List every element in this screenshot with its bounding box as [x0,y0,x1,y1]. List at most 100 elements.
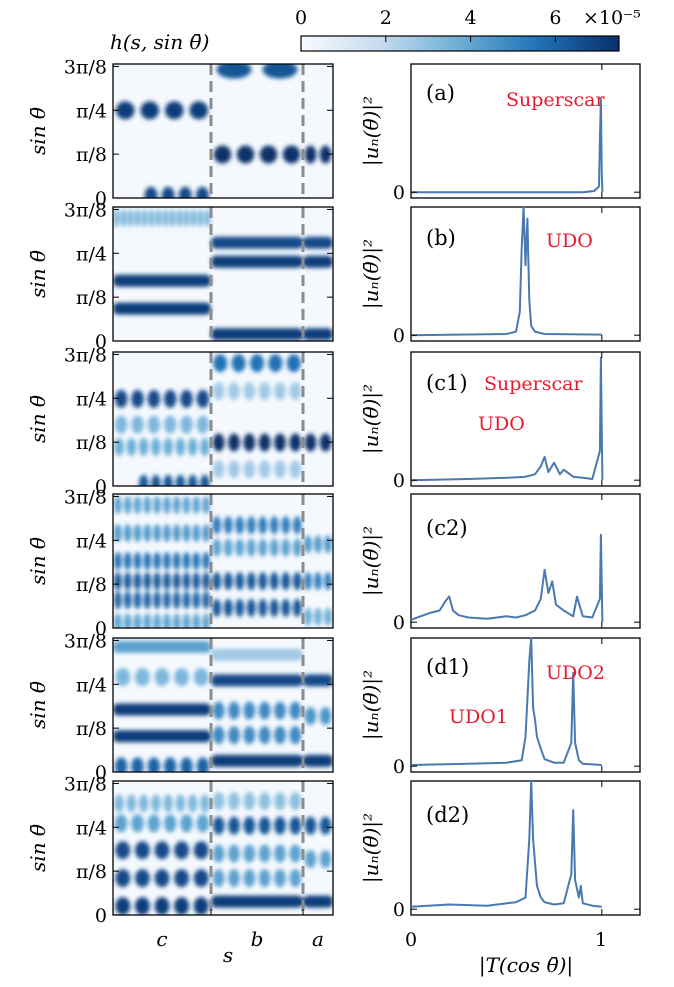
heatmap-lobe [202,572,210,591]
heatmap-band [113,730,211,743]
segment-label: b [251,927,264,951]
heatmap-ytick-label: π/4 [76,817,107,839]
heatmap-lobe [228,701,240,720]
heatmap-lobe [174,841,190,860]
heatmap-band [211,895,303,908]
heatmap-lobe [131,389,144,408]
segment-label: a [312,927,324,951]
spectrum-ytick-label: 0 [393,470,405,492]
heatmap-lobe [243,816,256,835]
heatmap-marks [114,496,332,628]
colorbar [300,35,620,52]
heatmap-lobe [195,186,209,198]
heatmap-lobe [163,496,171,515]
heatmap-lobe [174,897,190,915]
heatmap-lobe [192,572,201,591]
heatmap-lobe [143,591,152,610]
heatmap-lobe [153,496,161,515]
heatmap-lobe [314,607,322,626]
heatmap-band [303,895,333,908]
heatmap-lobe [200,474,210,486]
heatmap-ytick-label: π/4 [76,100,107,122]
heatmap-lobe [143,552,152,570]
panel-label: (c1) [426,371,468,395]
heatmap-ytick-label: π/8 [76,287,107,309]
heatmap-lobe [202,613,210,628]
heatmap-lobe [274,701,286,720]
heatmap-lobe [154,869,170,888]
heatmap-lobe [172,613,181,628]
heatmap-marks [114,354,332,486]
spectrum-ylabel: |uₙ(θ̄)|² [359,526,384,596]
spectrum-ytick-label: 0 [393,899,405,921]
heatmap-lobe [235,572,245,591]
heatmap-lobe [289,792,302,811]
heatmap-lobe [304,535,312,554]
colorbar-ticks: 0 2 4 6 [295,7,561,42]
heatmap-band [113,703,211,716]
heatmap-lobe [140,101,160,120]
heatmap-ylabel: sin θ̄ [26,681,50,729]
heatmap-ytick-label: 3π/8 [64,199,107,221]
heatmap-lobe [180,389,193,408]
heatmap-lobe [163,474,173,486]
heatmap-background [113,207,333,341]
heatmap-lobe [243,792,256,811]
heatmap-lobe [289,844,302,863]
panel-row: 0 π/8 π/4 3π/8 sin θ̄ 0 |uₙ(θ̄)|² (c2) [26,486,641,640]
heatmap-lobe [292,538,302,557]
heatmap-lobe [286,354,301,373]
heatmap-lobe [289,726,302,745]
panel-row: 0 π/8 π/4 3π/8 sin θ̄ 0 |uₙ(θ̄)|² (c1) Superscar… [26,344,641,498]
heatmap-marks [114,792,333,915]
heatmap-lobe [204,209,211,228]
heatmap-lobe [114,591,122,610]
heatmap-lobe [212,816,225,835]
heatmap-lobe [274,726,286,745]
heatmap-lobe [123,552,132,570]
heatmap-lobe [154,841,170,860]
heatmap-lobe [120,209,127,228]
heatmap-lobe [133,572,142,591]
heatmap-lobe [163,415,177,434]
heatmap-lobe [274,460,286,479]
heatmap-lobe [114,415,128,434]
heatmap-lobe [189,101,209,120]
heatmap-lobe [161,186,175,198]
heatmap-lobe [192,591,201,610]
colorbar-scale-label: ×10⁻⁵ [583,7,641,29]
heatmap-lobe [289,460,302,479]
heatmap-lobe [200,794,210,813]
heatmap-lobe [212,726,225,745]
spectrum-line [410,206,602,337]
heatmap-lobe [180,757,193,772]
heatmap-lobe [123,591,132,610]
heatmap-lobe [228,726,240,745]
heatmap-lobe [250,354,264,373]
heatmap-lobe [178,186,192,198]
panel-label: (c2) [426,516,468,540]
heatmap-lobe [202,496,210,515]
heatmap-lobe [182,613,191,628]
heatmap-ytick-label: π/8 [76,718,107,740]
heatmap-lobe [143,572,152,591]
heatmap-lobe [228,844,240,863]
heatmap-ytick-label: π/8 [76,144,107,166]
heatmap-lobe [212,460,225,479]
heatmap-lobe [196,757,210,772]
heatmap-ytick-label: π/8 [76,574,107,596]
heatmap-lobe [153,591,161,610]
heatmap-lobe [147,389,161,408]
heatmap-lobe [258,516,268,535]
heatmap-lobe [258,572,268,591]
heatmap-lobe [174,869,190,888]
heatmap-lobe [163,572,171,591]
heatmap-lobe [134,668,150,687]
heatmap-lobe [169,209,176,228]
heatmap-lobe [319,433,332,452]
heatmap-lobe [202,524,210,543]
heatmap-ytick-label: π/4 [76,243,107,265]
